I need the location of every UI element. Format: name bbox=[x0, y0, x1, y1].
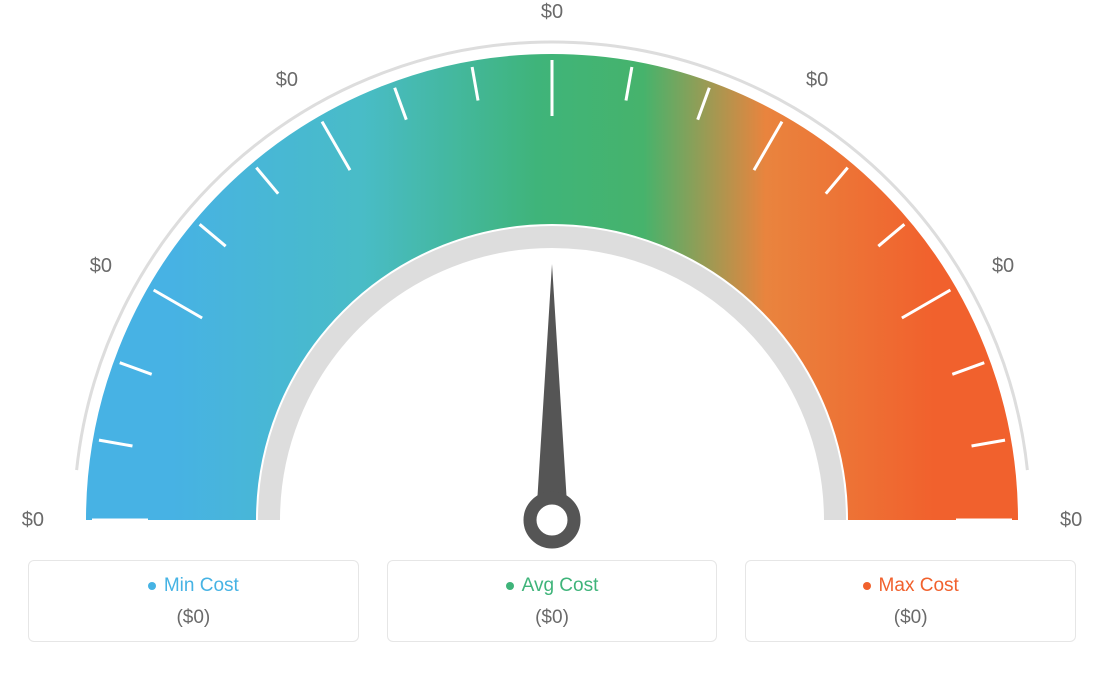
avg-cost-dot bbox=[506, 582, 514, 590]
gauge-container: $0 $0 $0 $0 $0 $0 $0 bbox=[0, 0, 1104, 560]
min-cost-label: Min Cost bbox=[164, 575, 239, 597]
avg-cost-card: Avg Cost ($0) bbox=[387, 560, 718, 642]
gauge-scale-label: $0 bbox=[276, 69, 298, 91]
avg-cost-value: ($0) bbox=[398, 607, 707, 629]
legend-cards: Min Cost ($0) Avg Cost ($0) Max Cost ($0… bbox=[0, 560, 1104, 642]
max-cost-dot bbox=[863, 582, 871, 590]
min-cost-dot bbox=[148, 582, 156, 590]
min-cost-label-row: Min Cost bbox=[148, 575, 239, 597]
min-cost-card: Min Cost ($0) bbox=[28, 560, 359, 642]
avg-cost-label: Avg Cost bbox=[522, 575, 599, 597]
gauge-scale-label: $0 bbox=[806, 69, 828, 91]
gauge-chart: $0 $0 $0 $0 $0 $0 $0 bbox=[0, 0, 1104, 560]
gauge-scale-label: $0 bbox=[541, 1, 563, 23]
gauge-scale-label: $0 bbox=[90, 255, 112, 277]
gauge-scale-label: $0 bbox=[22, 509, 44, 531]
min-cost-value: ($0) bbox=[39, 607, 348, 629]
gauge-scale-label: $0 bbox=[1060, 509, 1082, 531]
max-cost-value: ($0) bbox=[756, 607, 1065, 629]
max-cost-label: Max Cost bbox=[879, 575, 959, 597]
avg-cost-label-row: Avg Cost bbox=[506, 575, 599, 597]
gauge-scale-label: $0 bbox=[992, 255, 1014, 277]
max-cost-label-row: Max Cost bbox=[863, 575, 959, 597]
gauge-needle bbox=[530, 264, 574, 542]
max-cost-card: Max Cost ($0) bbox=[745, 560, 1076, 642]
